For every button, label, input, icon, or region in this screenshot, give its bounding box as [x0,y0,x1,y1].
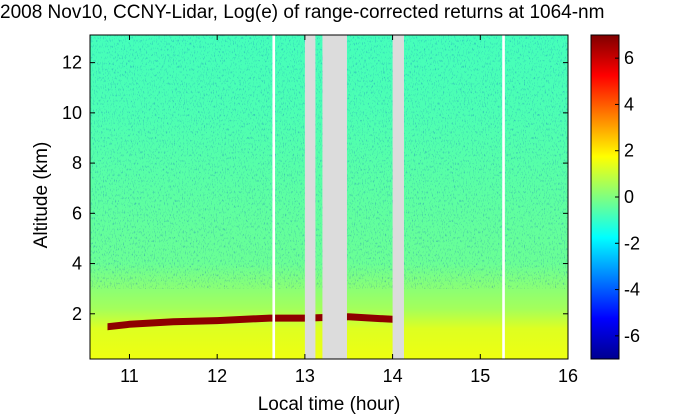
x-tick-label: 14 [383,366,403,386]
y-tick-label: 10 [62,103,82,123]
data-gap [322,35,347,359]
colorbar-tick-label: -6 [624,326,640,346]
x-tick-label: 11 [120,366,139,386]
colorbar-tick-label: -2 [624,233,640,253]
y-tick-label: 6 [72,203,82,223]
y-tick-label: 8 [72,153,82,173]
x-axis-label: Local time (hour) [257,394,401,415]
y-tick-label: 2 [72,304,82,324]
colorbar-tick-label: 2 [624,141,634,161]
x-tick-label: 13 [295,366,315,386]
x-tick-label: 16 [558,366,578,386]
colorbar-tick-label: 6 [624,48,634,68]
data-gap [304,35,316,359]
colorbar-tick-label: -4 [624,280,640,300]
colorbar-tick-label: 4 [624,94,634,114]
chart-title: 2008 Nov10, CCNY-Lidar, Log(e) of range-… [0,2,605,23]
data-gap [502,35,505,359]
plot-frame [89,34,569,360]
colorbar-tick-label: 0 [624,187,634,207]
y-tick-label: 12 [62,53,82,73]
x-tick-label: 12 [207,366,227,386]
data-gap [272,35,276,359]
colorbar [590,34,620,360]
data-gap [392,35,404,359]
x-tick-label: 15 [470,366,490,386]
cloud-layer [107,313,393,331]
y-tick-label: 4 [72,254,82,274]
